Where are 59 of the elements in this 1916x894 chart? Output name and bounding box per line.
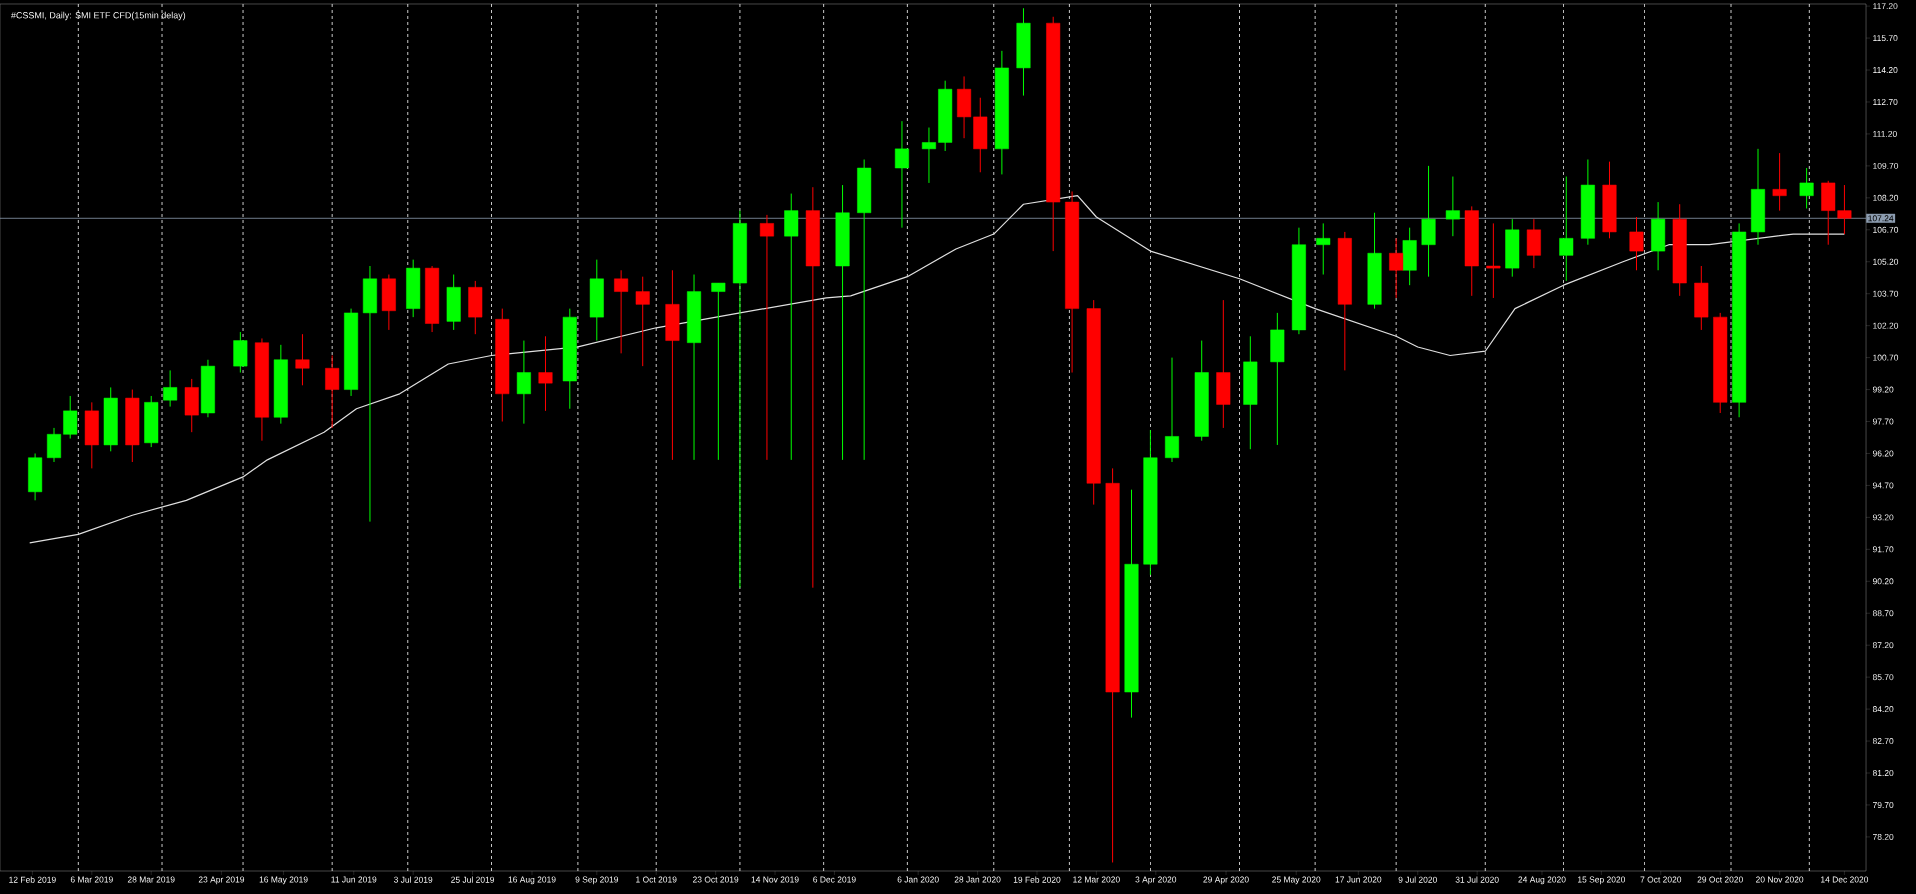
ref-line-label: 107.24 — [1868, 215, 1894, 222]
x-tick-label: 7 Oct 2020 — [1640, 876, 1682, 883]
y-tick-label: 79.70 — [1872, 801, 1894, 808]
y-tick-label: 115.70 — [1873, 35, 1898, 42]
y-tick-label: 102.20 — [1873, 322, 1899, 329]
x-tick-label: 16 Aug 2019 — [508, 876, 556, 885]
x-tick-label: 3 Apr 2020 — [1135, 876, 1177, 885]
y-tick-label: 105.20 — [1873, 258, 1899, 265]
y-tick-label: 109.70 — [1873, 162, 1899, 169]
x-tick-label: 29 Oct 2020 — [1697, 876, 1743, 883]
y-tick-label: 84.20 — [1872, 706, 1894, 713]
x-tick-label: 28 Jan 2020 — [954, 876, 1001, 883]
y-tick-label: 96.20 — [1872, 450, 1894, 457]
x-tick-label: 12 Feb 2019 — [9, 876, 56, 883]
y-tick-label: 85.70 — [1872, 674, 1894, 681]
x-tick-label: 6 Jan 2020 — [897, 876, 939, 883]
x-tick-label: 15 Sep 2020 — [1578, 876, 1626, 885]
y-tick-label: 100.70 — [1873, 354, 1899, 361]
y-tick-label: 82.70 — [1872, 738, 1894, 745]
y-tick-label: 90.20 — [1872, 578, 1894, 585]
x-tick-label: 25 Jul 2019 — [451, 876, 495, 883]
y-tick-label: 93.20 — [1872, 514, 1894, 521]
y-tick-label: 87.20 — [1872, 642, 1894, 649]
x-tick-label: 29 Apr 2020 — [1203, 876, 1249, 885]
y-tick-label: 112.70 — [1873, 98, 1898, 105]
y-tick-label: 103.70 — [1873, 290, 1899, 297]
y-tick-label: 117.20 — [1873, 3, 1898, 10]
x-tick-label: 6 Dec 2019 — [813, 876, 856, 883]
x-tick-label: 11 Jun 2019 — [331, 876, 377, 883]
x-tick-label: 23 Oct 2019 — [692, 876, 739, 883]
y-tick-label: 94.70 — [1872, 482, 1894, 489]
x-tick-label: 9 Sep 2019 — [575, 876, 619, 885]
x-tick-label: 20 Nov 2020 — [1756, 876, 1804, 883]
y-tick-label: 81.20 — [1872, 770, 1894, 776]
y-tick-label: 111.20 — [1873, 130, 1897, 137]
x-tick-label: 1 Oct 2019 — [636, 876, 677, 883]
x-tick-label: 14 Dec 2020 — [1821, 876, 1869, 883]
x-tick-label: 31 Jul 2020 — [1455, 876, 1499, 883]
x-tick-label: 12 Mar 2020 — [1073, 876, 1120, 883]
y-tick-label: 114.20 — [1873, 67, 1898, 74]
x-tick-label: 6 Mar 2019 — [70, 876, 113, 883]
x-tick-label: 9 Jul 2020 — [1398, 876, 1437, 883]
y-tick-label: 106.70 — [1873, 226, 1899, 233]
y-tick-label: 97.70 — [1872, 418, 1894, 425]
x-tick-label: 25 May 2020 — [1272, 876, 1321, 885]
y-tick-label: 78.20 — [1872, 833, 1894, 840]
y-tick-label: 88.70 — [1872, 610, 1894, 617]
x-tick-label: 17 Jun 2020 — [1335, 876, 1382, 883]
text: #CSSMI, Daily: SMI ETF CFD(15min delay) — [11, 11, 186, 21]
y-tick-label: 108.20 — [1873, 194, 1899, 201]
x-tick-label: 24 Aug 2020 — [1518, 876, 1566, 885]
x-tick-label: 16 May 2019 — [259, 876, 308, 885]
x-tick-label: 14 Nov 2019 — [751, 876, 799, 883]
y-tick-label: 91.70 — [1872, 546, 1894, 553]
x-tick-label: 23 Apr 2019 — [198, 876, 245, 885]
x-tick-label: 3 Jul 2019 — [393, 876, 433, 883]
x-tick-label: 19 Feb 2020 — [1013, 876, 1061, 883]
x-tick-label: 28 Mar 2019 — [127, 876, 175, 883]
y-tick-label: 99.20 — [1872, 386, 1894, 393]
